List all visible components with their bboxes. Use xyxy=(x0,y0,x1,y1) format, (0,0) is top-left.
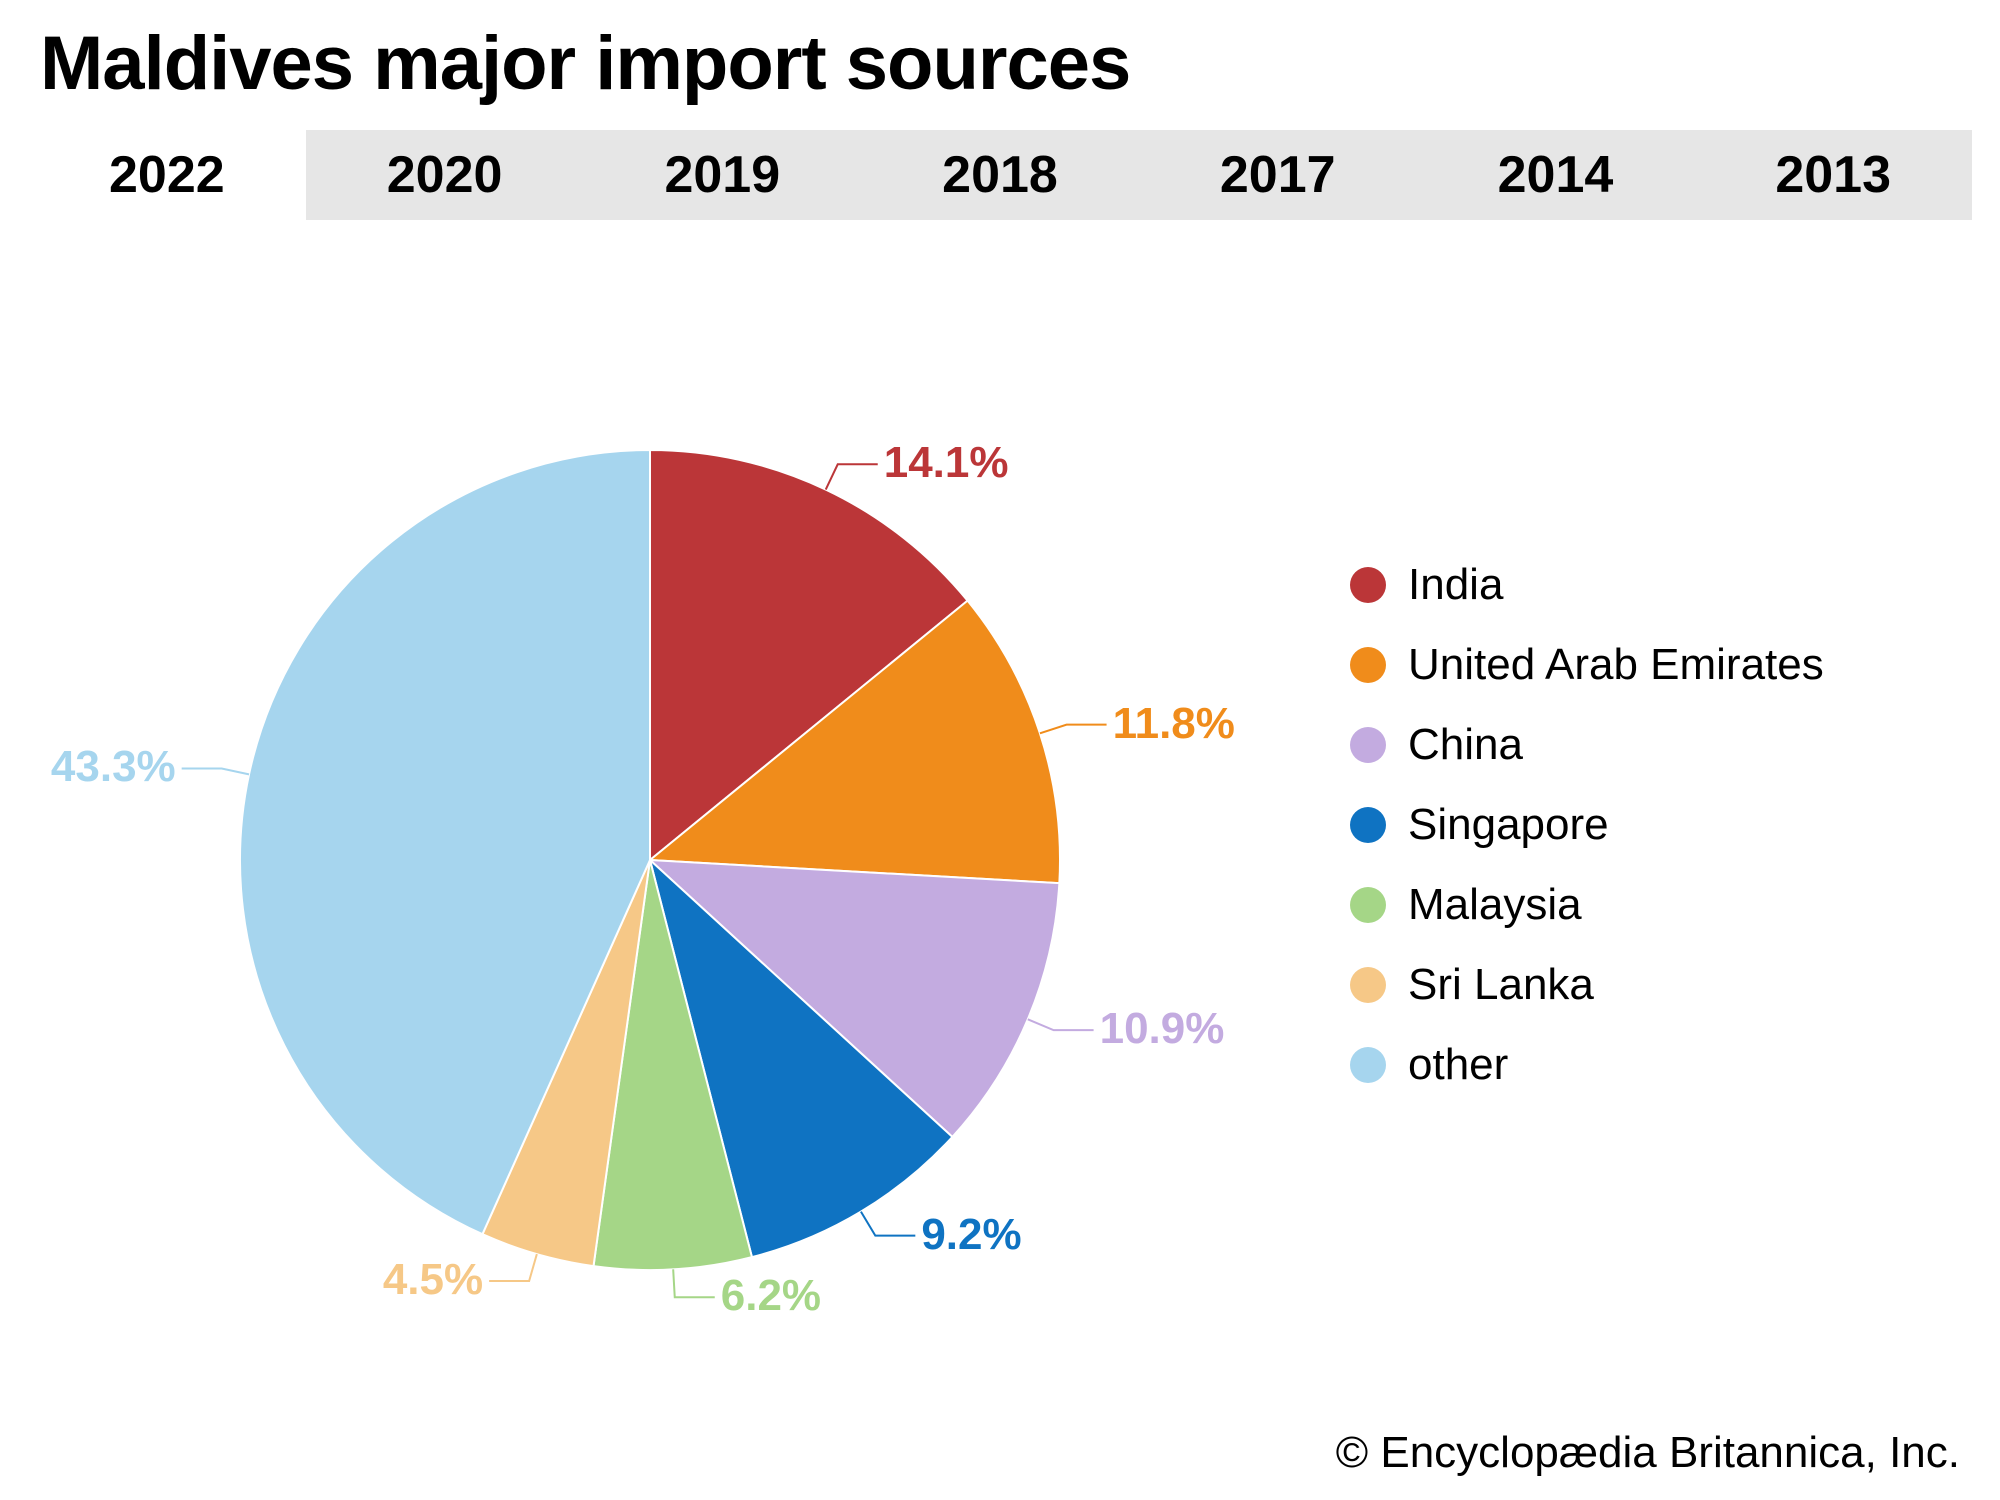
legend-swatch xyxy=(1350,887,1386,923)
pie-leader xyxy=(1028,1019,1094,1030)
tab-label: 2022 xyxy=(109,146,225,204)
legend-label: Malaysia xyxy=(1408,880,1582,930)
legend-item: United Arab Emirates xyxy=(1350,640,1824,690)
tab-2017[interactable]: 2017 xyxy=(1139,130,1417,220)
pie-leader xyxy=(673,1269,715,1297)
pie-leader xyxy=(489,1254,537,1281)
pie-slice-label: 4.5% xyxy=(383,1255,483,1305)
pie-slice-label: 11.8% xyxy=(1113,699,1235,749)
pie-leader xyxy=(861,1212,915,1236)
legend-item: Malaysia xyxy=(1350,880,1824,930)
page-root: Maldives major import sources 2022202020… xyxy=(0,0,2000,1500)
legend-label: United Arab Emirates xyxy=(1408,640,1824,690)
legend-label: China xyxy=(1408,720,1523,770)
tab-label: 2014 xyxy=(1498,146,1614,204)
legend-label: other xyxy=(1408,1040,1508,1090)
tab-label: 2018 xyxy=(942,146,1058,204)
tab-2020[interactable]: 2020 xyxy=(306,130,584,220)
pie-slice-label: 14.1% xyxy=(884,438,1009,488)
tab-2014[interactable]: 2014 xyxy=(1417,130,1695,220)
tab-2018[interactable]: 2018 xyxy=(861,130,1139,220)
legend-swatch xyxy=(1350,647,1386,683)
copyright-text: © Encyclopædia Britannica, Inc. xyxy=(1336,1428,1960,1478)
legend-swatch xyxy=(1350,567,1386,603)
legend-swatch xyxy=(1350,967,1386,1003)
tab-2022[interactable]: 2022 xyxy=(28,130,306,220)
chart-title: Maldives major import sources xyxy=(40,20,1130,107)
pie-leader xyxy=(1040,725,1107,734)
tab-label: 2020 xyxy=(387,146,503,204)
legend-item: Sri Lanka xyxy=(1350,960,1824,1010)
tab-2013[interactable]: 2013 xyxy=(1694,130,1972,220)
legend-item: Singapore xyxy=(1350,800,1824,850)
tab-label: 2019 xyxy=(664,146,780,204)
pie-slice-label: 10.9% xyxy=(1100,1004,1225,1054)
pie-leader xyxy=(826,464,878,489)
pie-chart-area: 14.1%11.8%10.9%9.2%6.2%4.5%43.3% xyxy=(120,360,1180,1360)
legend: India United Arab Emirates China Singapore M… xyxy=(1350,560,1824,1120)
pie-slice-label: 6.2% xyxy=(721,1271,821,1321)
legend-swatch xyxy=(1350,727,1386,763)
legend-item: India xyxy=(1350,560,1824,610)
tab-label: 2017 xyxy=(1220,146,1336,204)
legend-label: India xyxy=(1408,560,1503,610)
pie-leader xyxy=(182,768,249,774)
legend-label: Singapore xyxy=(1408,800,1609,850)
legend-item: other xyxy=(1350,1040,1824,1090)
pie-slice-label: 9.2% xyxy=(921,1210,1021,1260)
pie-slice-label: 43.3% xyxy=(51,742,176,792)
legend-swatch xyxy=(1350,1047,1386,1083)
year-tabs: 2022 2020 2019 2018 2017 2014 2013 xyxy=(28,130,1972,220)
legend-label: Sri Lanka xyxy=(1408,960,1594,1010)
tab-2019[interactable]: 2019 xyxy=(583,130,861,220)
tab-label: 2013 xyxy=(1775,146,1891,204)
legend-swatch xyxy=(1350,807,1386,843)
legend-item: China xyxy=(1350,720,1824,770)
